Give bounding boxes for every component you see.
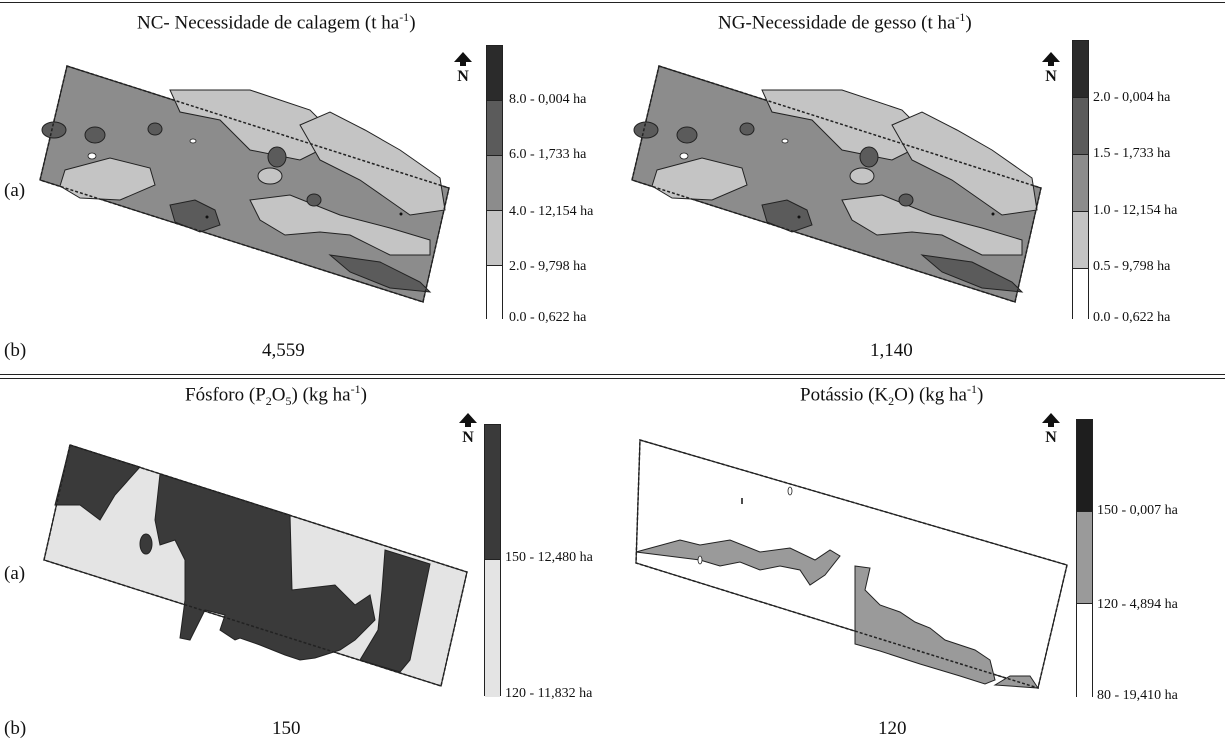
middle-rule-lower <box>0 378 1225 379</box>
ng-legend-swatch <box>1073 98 1088 155</box>
nc-legend-swatch <box>487 101 502 156</box>
p-legend-label: 150 - 12,480 ha <box>505 550 593 565</box>
k-value: 120 <box>878 718 907 739</box>
ng-legend-label: 2.0 - 0,004 ha <box>1093 90 1171 105</box>
nc-legend-swatch <box>487 46 502 101</box>
p-north-arrow-icon <box>459 413 477 446</box>
k-legend-label: 120 - 4,894 ha <box>1097 597 1178 612</box>
ng-north-arrow-icon <box>1042 52 1060 85</box>
k-legend-swatch <box>1077 420 1092 512</box>
ng-map <box>631 65 1042 303</box>
ng-title: NG-Necessidade de gesso (t ha-1) <box>718 10 972 34</box>
ng-legend-swatch <box>1073 212 1088 269</box>
p-value: 150 <box>272 718 301 739</box>
ng-legend-label: 0.5 - 9,798 ha <box>1093 259 1171 274</box>
k-map <box>635 439 1068 689</box>
nc-legend-swatch <box>487 156 502 211</box>
ng-legend-label: 1.0 - 12,154 ha <box>1093 203 1178 218</box>
nc-legend-label: 2.0 - 9,798 ha <box>509 259 587 274</box>
nc-legend-swatch <box>487 211 502 266</box>
k-title: Potássio (K2O) (kg ha-1) <box>800 382 984 409</box>
nc-legend-label: 8.0 - 0,004 ha <box>509 92 587 107</box>
k-legend-label: 80 - 19,410 ha <box>1097 688 1178 703</box>
ng-legend-label: 1.5 - 1,733 ha <box>1093 146 1171 161</box>
ng-legend-swatch <box>1073 155 1088 212</box>
ng-legend-bar <box>1072 40 1089 320</box>
k-legend-swatch <box>1077 604 1092 698</box>
top-rule <box>0 2 1225 3</box>
k-north-arrow-icon <box>1042 413 1060 446</box>
ng-legend-swatch <box>1073 41 1088 98</box>
row-label-b-bottom: (b) <box>4 718 27 739</box>
p-legend-bar <box>484 424 501 697</box>
nc-legend-label: 4.0 - 12,154 ha <box>509 204 594 219</box>
row-label-a-top: (a) <box>4 180 26 201</box>
nc-legend-swatch <box>487 266 502 320</box>
nc-legend-bar <box>486 45 503 320</box>
middle-rule-upper <box>0 374 1225 375</box>
k-legend-bar <box>1076 419 1093 698</box>
p-legend-swatch <box>485 425 500 560</box>
nc-north-arrow-icon <box>454 52 472 85</box>
k-legend-swatch <box>1077 512 1092 604</box>
row-label-a-bottom: (a) <box>4 563 26 584</box>
nc-value: 4,559 <box>262 340 305 361</box>
p-legend-label: 120 - 11,832 ha <box>505 686 593 701</box>
p-title: Fósforo (P2O5) (kg ha-1) <box>185 382 367 409</box>
nc-legend-label: 6.0 - 1,733 ha <box>509 147 587 162</box>
ng-legend-label: 0.0 - 0,622 ha <box>1093 310 1171 325</box>
nc-map <box>39 65 450 303</box>
nc-title: NC- Necessidade de calagem (t ha-1) <box>137 10 416 34</box>
ng-legend-swatch <box>1073 269 1088 320</box>
nc-legend-label: 0.0 - 0,622 ha <box>509 310 587 325</box>
k-legend-label: 150 - 0,007 ha <box>1097 503 1178 518</box>
p-legend-swatch <box>485 560 500 697</box>
ng-value: 1,140 <box>870 340 913 361</box>
p-map <box>43 444 468 687</box>
row-label-b-top: (b) <box>4 340 27 361</box>
